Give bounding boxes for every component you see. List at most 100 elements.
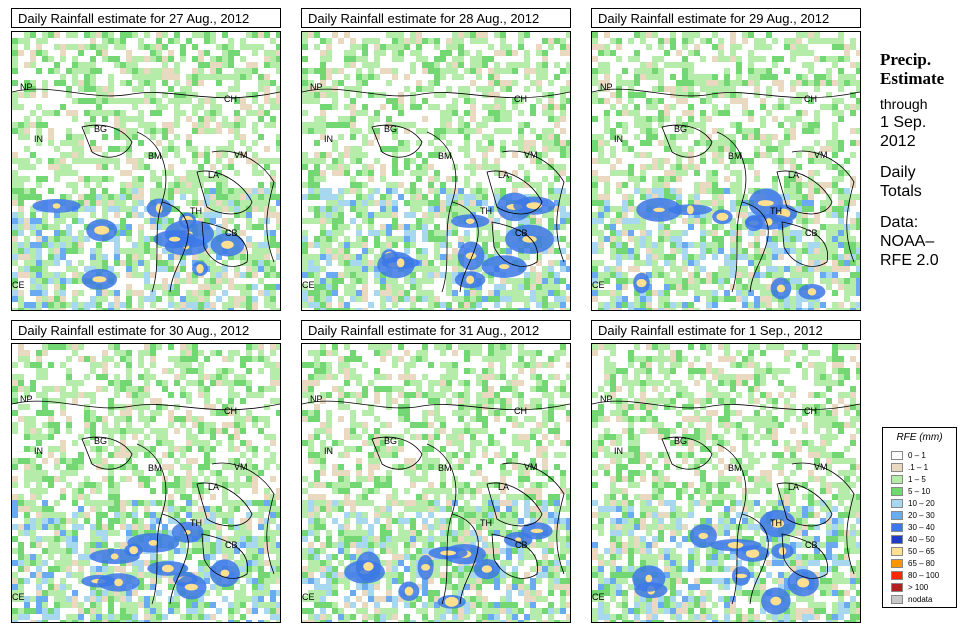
end-year: 2012 [880, 133, 916, 150]
legend-item: 65 – 80 [891, 558, 935, 568]
country-label: TH [480, 518, 492, 528]
legend-label: 80 – 100 [908, 570, 940, 580]
legend-swatch [891, 594, 903, 604]
panel-title: Daily Rainfall estimate for 29 Aug., 201… [591, 8, 861, 28]
country-label: IN [34, 134, 43, 144]
legend-label: 20 – 30 [908, 510, 935, 520]
country-label: BG [94, 436, 107, 446]
data-source: NOAA– [880, 233, 935, 250]
country-label: IN [34, 446, 43, 456]
country-label: CH [804, 406, 817, 416]
country-label: BG [384, 124, 397, 134]
country-label: CH [514, 94, 527, 104]
country-label: NP [600, 394, 613, 404]
country-label: BM [728, 151, 742, 161]
rainfall-panel: Daily Rainfall estimate for 29 Aug., 201… [591, 8, 861, 311]
data-product: RFE 2.0 [880, 252, 939, 269]
legend-swatch [891, 534, 903, 544]
country-label: CH [224, 94, 237, 104]
country-label: CE [302, 592, 315, 602]
legend-swatch [891, 582, 903, 592]
rainfall-map: NP CH IN BG BM VM LA TH CB CE [301, 31, 571, 311]
country-label: CB [515, 228, 528, 238]
country-label: CB [515, 540, 528, 550]
country-label: TH [770, 518, 782, 528]
country-label: NP [20, 394, 33, 404]
country-label: LA [498, 482, 509, 492]
legend-label: 65 – 80 [908, 558, 935, 568]
country-label: CH [224, 406, 237, 416]
legend-item: 1 – 5 [891, 474, 926, 484]
end-date: 1 Sep. [880, 114, 927, 131]
heading-precip: Precip. [880, 50, 932, 69]
totals-label: Totals [880, 183, 922, 200]
legend-label: 50 – 65 [908, 546, 935, 556]
country-label: BG [94, 124, 107, 134]
country-label: BM [148, 151, 162, 161]
country-label: BM [148, 463, 162, 473]
legend-label: 30 – 40 [908, 522, 935, 532]
country-label: BG [384, 436, 397, 446]
country-label: BM [438, 151, 452, 161]
legend-item: 30 – 40 [891, 522, 935, 532]
legend-swatch [891, 558, 903, 568]
country-label: VM [814, 150, 828, 160]
country-label: TH [190, 518, 202, 528]
legend-swatch [891, 510, 903, 520]
legend-label: 10 – 20 [908, 498, 935, 508]
country-label: BG [674, 124, 687, 134]
rainfall-map: NP CH IN BG BM VM LA TH CB CE [11, 31, 281, 311]
legend-label: 40 – 50 [908, 534, 935, 544]
country-label: VM [234, 150, 248, 160]
data-label: Data: [880, 214, 919, 231]
rainfall-map: NP CH IN BG BM VM LA TH CB CE [301, 343, 571, 623]
country-label: CE [12, 592, 25, 602]
panel-title: Daily Rainfall estimate for 28 Aug., 201… [301, 8, 571, 28]
legend-label: nodata [908, 594, 933, 604]
country-label: BM [438, 463, 452, 473]
country-label: CE [592, 592, 605, 602]
legend-swatch [891, 450, 903, 460]
country-label: TH [770, 206, 782, 216]
legend-swatch [891, 570, 903, 580]
country-label: CE [592, 280, 605, 290]
country-label: LA [498, 170, 509, 180]
country-label: VM [524, 462, 538, 472]
through-label: through [880, 96, 928, 112]
rainfall-map: NP CH IN BG BM VM LA TH CB CE [591, 343, 861, 623]
country-label: LA [788, 482, 799, 492]
legend-swatch [891, 498, 903, 508]
country-label: TH [480, 206, 492, 216]
legend-item: 20 – 30 [891, 510, 935, 520]
country-label: LA [788, 170, 799, 180]
legend-label: 0 – 1 [908, 450, 926, 460]
country-label: IN [324, 134, 333, 144]
country-label: VM [814, 462, 828, 472]
country-label: TH [190, 206, 202, 216]
legend-title: RFE (mm) [896, 432, 943, 443]
legend-swatch [891, 546, 903, 556]
country-label: CH [514, 406, 527, 416]
daily-label: Daily [880, 164, 916, 181]
panel-title: Daily Rainfall estimate for 31 Aug., 201… [301, 320, 571, 340]
rainfall-map: NP CH IN BG BM VM LA TH CB CE [591, 31, 861, 311]
country-label: IN [614, 134, 623, 144]
rainfall-legend: RFE (mm) 0 – 1 .1 – 1 1 – 5 5 – 10 10 – 20 20… [882, 427, 957, 608]
legend-item: > 100 [891, 582, 928, 592]
country-label: CB [225, 228, 238, 238]
legend-label: 5 – 10 [908, 486, 931, 496]
legend-swatch [891, 486, 903, 496]
country-label: LA [208, 482, 219, 492]
panel-title: Daily Rainfall estimate for 1 Sep., 2012 [591, 320, 861, 340]
legend-item: .1 – 1 [891, 462, 928, 472]
country-label: NP [600, 82, 613, 92]
legend-item: 0 – 1 [891, 450, 926, 460]
legend-item: 10 – 20 [891, 498, 935, 508]
panel-title: Daily Rainfall estimate for 27 Aug., 201… [11, 8, 281, 28]
rainfall-map: NP CH IN BG BM VM LA TH CB CE [11, 343, 281, 623]
heading-estimate: Estimate [880, 69, 945, 88]
country-label: NP [310, 82, 323, 92]
country-label: CB [805, 228, 818, 238]
country-label: CE [302, 280, 315, 290]
country-label: CB [805, 540, 818, 550]
